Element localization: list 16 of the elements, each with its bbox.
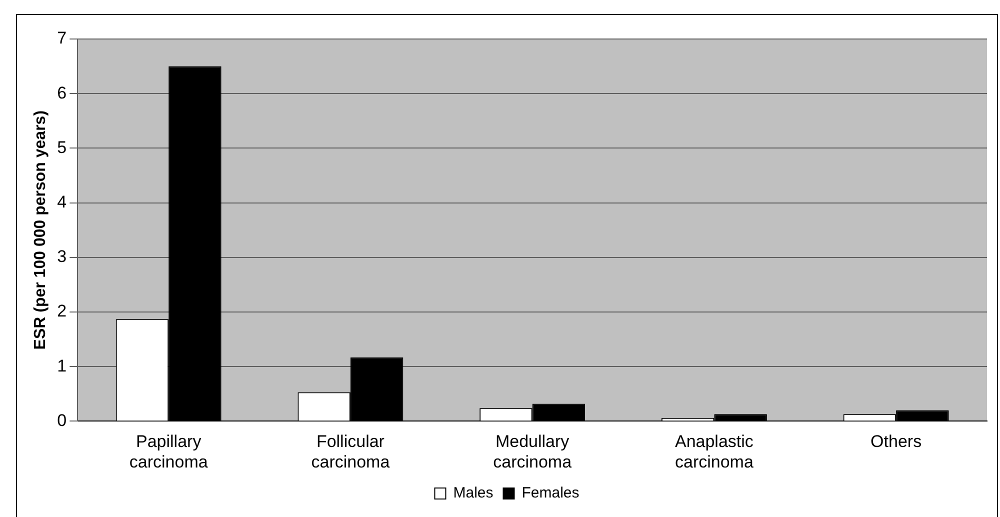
x-tick-label: Anaplastic carcinoma [674, 432, 754, 472]
x-tick-label: Follicular carcinoma [311, 432, 390, 472]
y-tick-label: 7 [57, 28, 67, 48]
x-tick-label: Papillary carcinoma [129, 432, 208, 472]
legend-label: Females [522, 484, 580, 502]
y-axis-title: ESR (per 100 000 person years) [32, 110, 50, 350]
y-tick-label: 4 [57, 192, 67, 212]
y-tick-label: 1 [57, 356, 67, 376]
y-tick-label: 0 [57, 410, 67, 430]
y-tick-label: 2 [57, 302, 67, 321]
x-tick-label: Medullary carcinoma [493, 432, 572, 472]
x-tick-label: Others [870, 432, 922, 452]
y-tick-label: 6 [57, 83, 67, 102]
y-tick-label: 5 [57, 138, 67, 157]
y-tick-label: 3 [57, 247, 67, 266]
legend-label: Males [453, 484, 494, 502]
